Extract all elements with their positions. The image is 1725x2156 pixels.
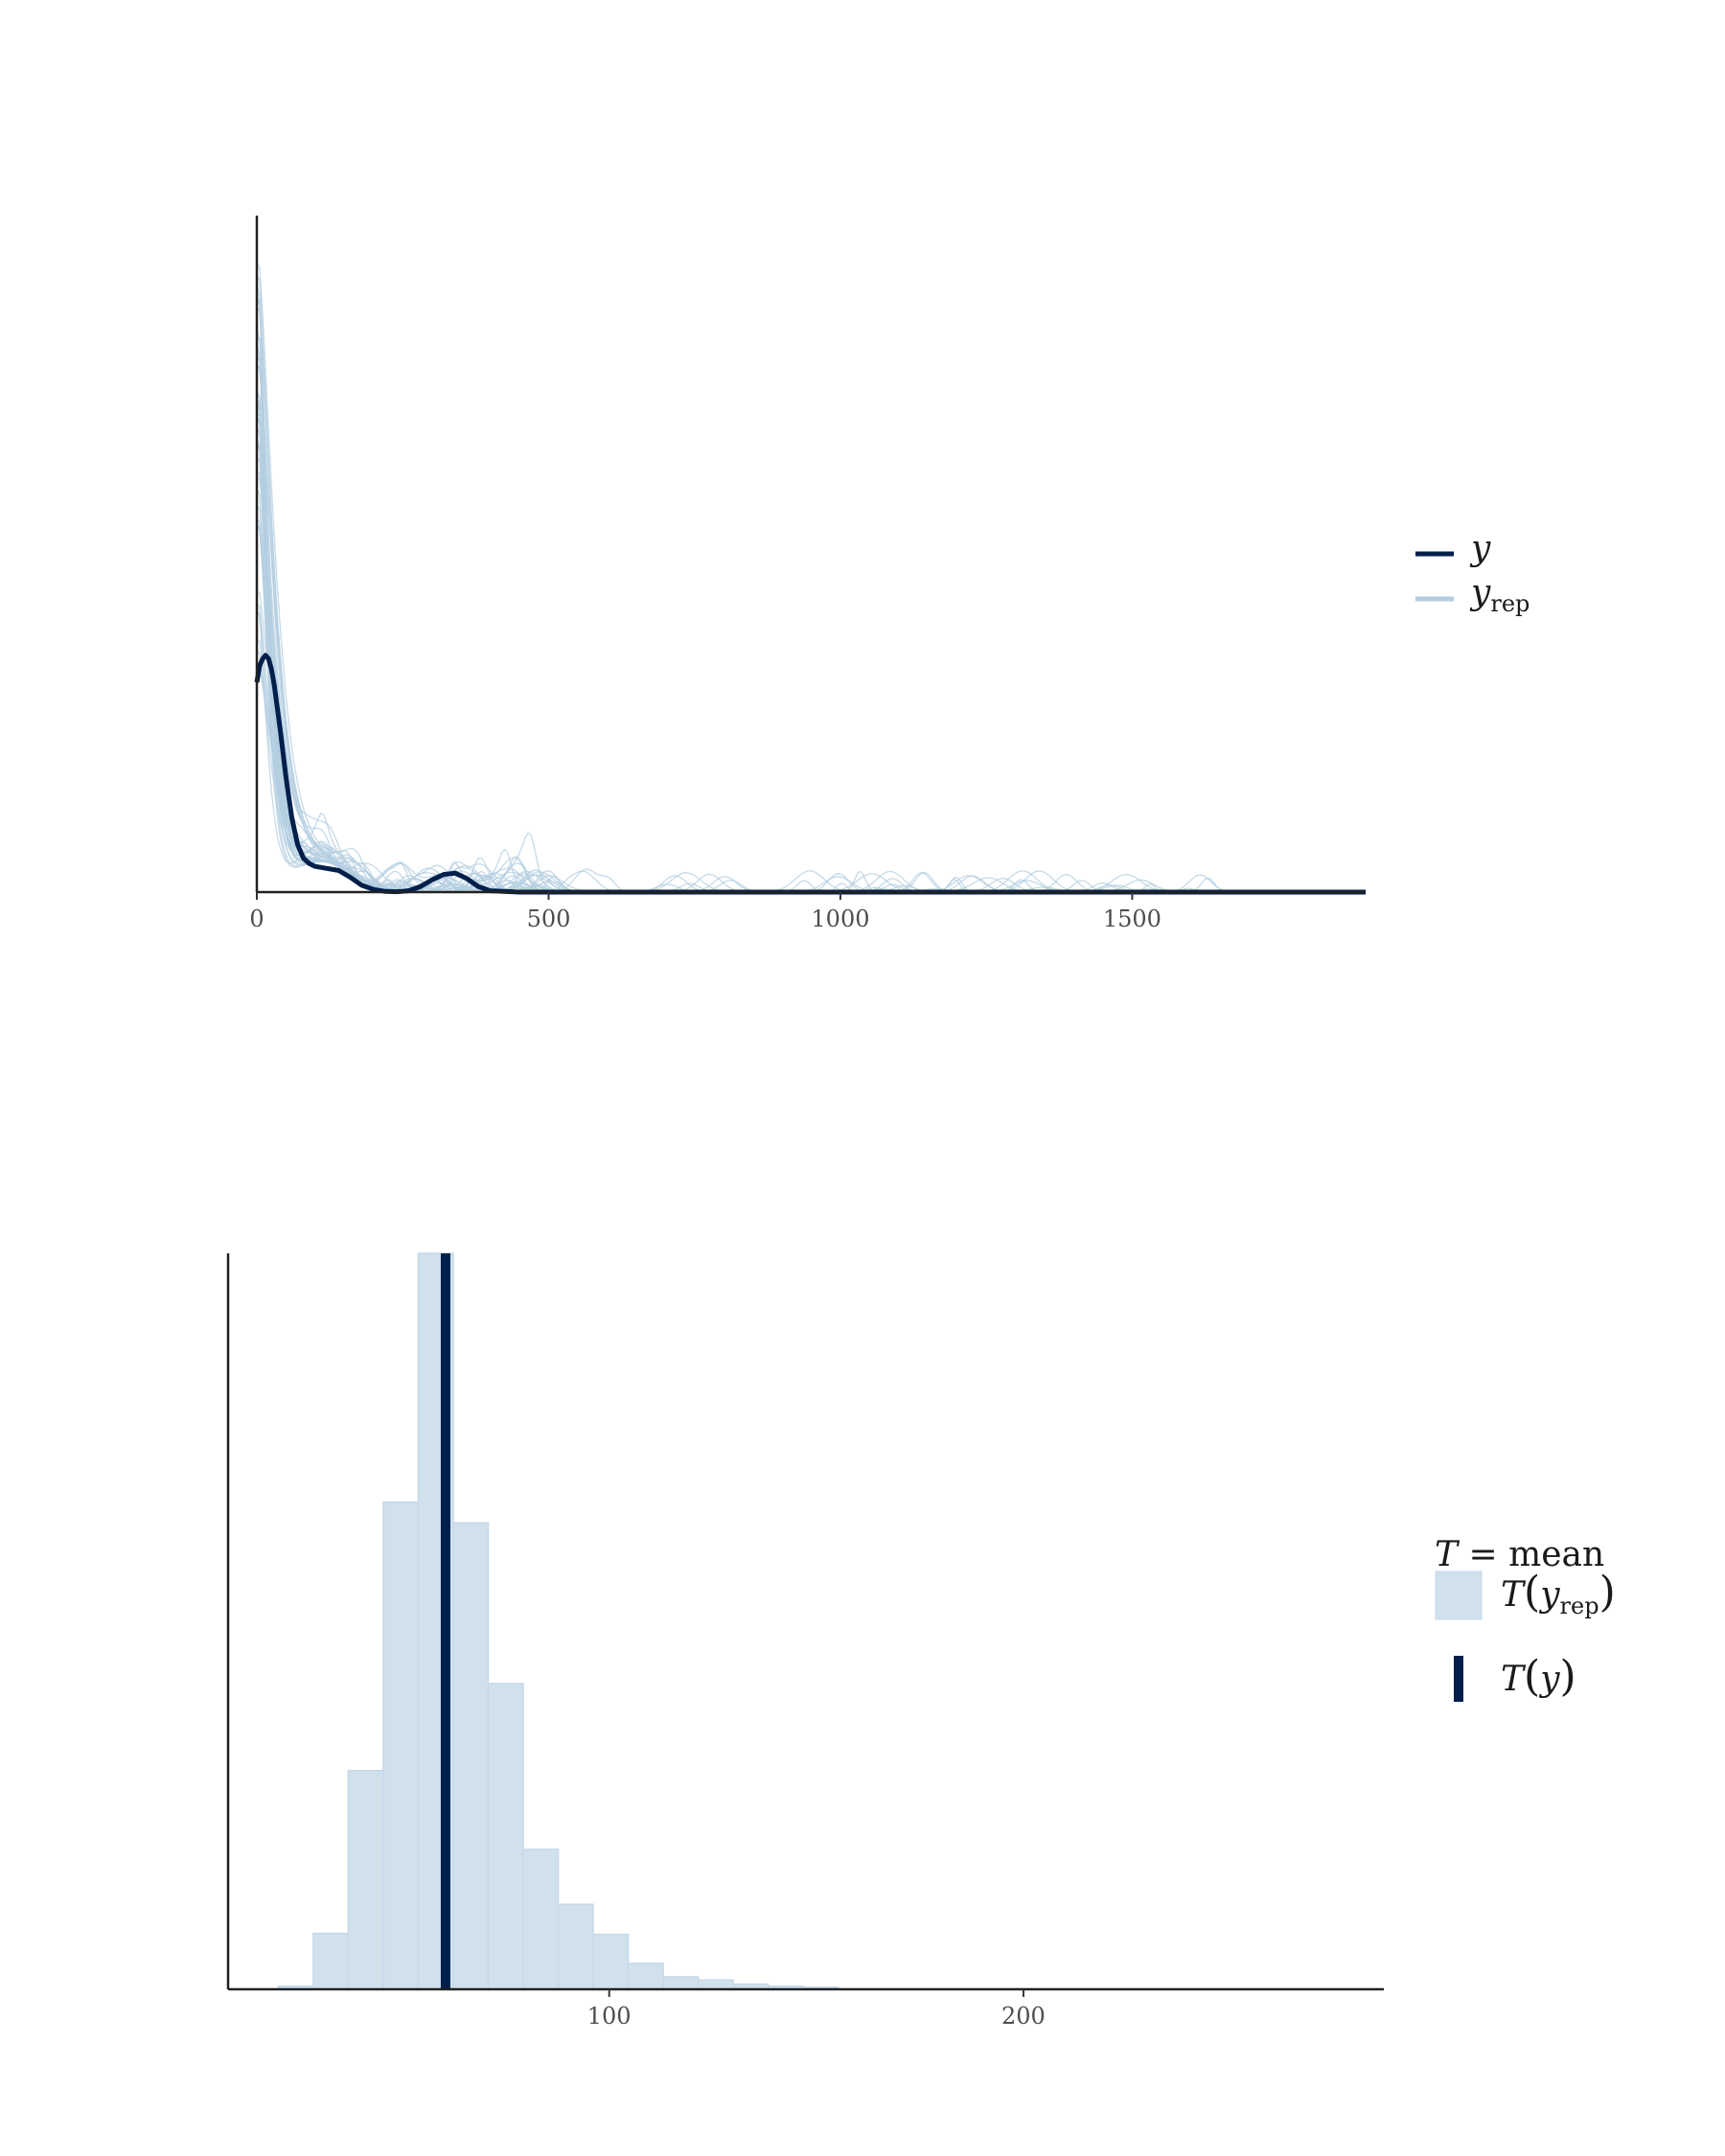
replicate-density-line [256, 410, 1366, 893]
replicate-density-line [256, 650, 1366, 893]
replicate-density-line [256, 526, 1366, 893]
replicate-density-line [256, 517, 1366, 893]
histogram-x-tick-label: 100 [587, 2003, 632, 2030]
replicate-density-line [256, 404, 1366, 893]
legend-tyrep-label: T(yrep) [1501, 1568, 1616, 1619]
histogram-bar [487, 1683, 524, 1990]
histogram-bar [557, 1903, 594, 1990]
observed-density-line [254, 653, 1366, 895]
replicate-density-line [256, 390, 1366, 893]
legend-tyrep-key [1435, 1571, 1483, 1620]
histogram-bars [277, 1252, 840, 1990]
replicate-density-line [256, 295, 1366, 893]
replicate-density-line [256, 443, 1366, 893]
replicate-density-line [256, 335, 1366, 893]
replicate-density-line [256, 610, 1366, 893]
histogram-x-tick-label: 200 [1001, 2003, 1046, 2030]
test-statistic-histogram: 100 200 T = mean T(yrep) T(y) [226, 1252, 1616, 2030]
replicate-density-line [256, 263, 1366, 893]
replicate-density-line [256, 365, 1366, 893]
replicate-density-line [256, 398, 1366, 893]
replicate-density-line [256, 638, 1366, 893]
replicate-density-lines [256, 263, 1366, 893]
replicate-density-line [256, 603, 1366, 893]
replicate-density-line [256, 610, 1366, 893]
histogram-bar [522, 1848, 560, 1990]
replicate-density-line [256, 488, 1366, 893]
replicate-density-line [256, 417, 1366, 893]
replicate-density-line [256, 470, 1366, 893]
replicate-density-line [256, 414, 1366, 893]
density-x-tick-label: 1500 [1103, 906, 1162, 932]
replicate-density-line [256, 284, 1366, 893]
replicate-density-line [256, 665, 1366, 893]
density-overlay-chart: 0 500 1000 1500 y yrep [249, 216, 1530, 932]
legend-title: T = mean [1435, 1535, 1604, 1574]
replicate-density-line [256, 455, 1366, 893]
replicate-density-line [256, 363, 1366, 893]
histogram-bar [312, 1932, 350, 1990]
histogram-bar [662, 1976, 700, 1990]
replicate-density-line [256, 400, 1366, 893]
replicate-density-line [256, 590, 1366, 893]
replicate-density-line [256, 504, 1366, 893]
histogram-bar [382, 1501, 420, 1990]
replicate-density-line [256, 307, 1366, 893]
replicate-density-line [256, 332, 1366, 893]
histogram-x-ticks: 100 200 [587, 1989, 1046, 2030]
histogram-bar [347, 1770, 384, 1990]
density-x-tick-label: 0 [249, 906, 264, 932]
replicate-density-line [256, 523, 1366, 893]
histogram-legend: T = mean T(yrep) T(y) [1435, 1535, 1616, 1702]
replicate-density-line [256, 298, 1366, 893]
density-legend: y yrep [1415, 529, 1530, 617]
replicate-density-line [256, 438, 1366, 893]
histogram-bar [627, 1962, 664, 1990]
legend-yrep-label: yrep [1469, 573, 1530, 617]
replicate-density-line [256, 354, 1366, 893]
replicate-density-line [256, 275, 1366, 893]
replicate-density-line [256, 426, 1366, 893]
legend-ty-label: T(y) [1501, 1652, 1576, 1701]
histogram-bar [452, 1522, 490, 1990]
replicate-density-line [256, 392, 1366, 893]
replicate-density-line [256, 346, 1366, 893]
legend-ty-key [1454, 1656, 1463, 1702]
histogram-bar [592, 1933, 630, 1990]
density-x-tick-label: 500 [527, 906, 571, 932]
replicate-density-line [256, 475, 1366, 893]
legend-y-label: y [1469, 529, 1491, 568]
density-x-tick-label: 1000 [811, 906, 869, 932]
replicate-density-line [256, 665, 1366, 893]
replicate-density-line [256, 445, 1366, 893]
density-x-ticks: 0 500 1000 1500 [249, 892, 1162, 932]
histogram-bar [697, 1979, 734, 1990]
